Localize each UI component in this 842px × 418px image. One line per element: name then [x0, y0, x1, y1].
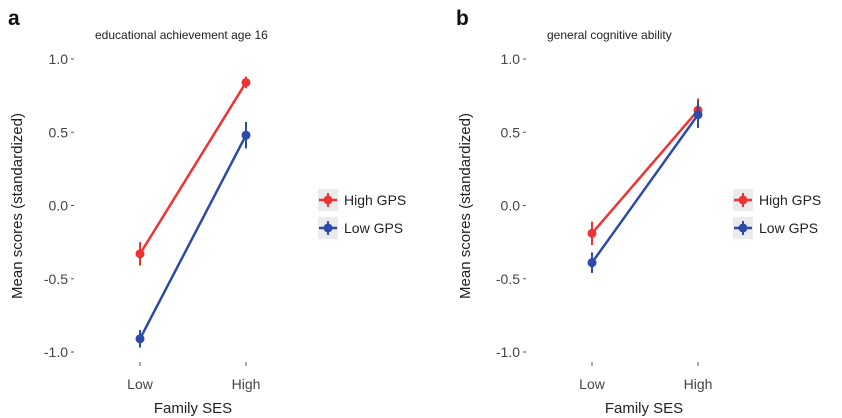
y-tick-label: 1.0: [49, 51, 69, 67]
panel-b-y-axis-title: Mean scores (standardized): [457, 113, 474, 299]
y-tick-label: -1.0: [44, 344, 68, 360]
series-line-low-gps: [590, 113, 700, 264]
legend-label-low-gps: Low GPS: [759, 220, 818, 236]
panel-a-x-axis-title: Family SES: [154, 400, 232, 417]
panel-a: a educational achievement age 16 Mean sc…: [8, 7, 406, 417]
legend-marker-low-gps: [738, 223, 748, 233]
panel-a-plot-area: [135, 76, 251, 348]
panel-b-x-ticks: Low High: [579, 362, 712, 392]
panel-letter-b: b: [456, 7, 469, 30]
x-tick-label: Low: [127, 376, 154, 392]
y-tick-label: 0.0: [501, 198, 521, 214]
legend-label-low-gps: Low GPS: [344, 220, 403, 236]
data-point-low-gps: [587, 258, 597, 268]
panel-b-title: general cognitive ability: [547, 28, 672, 42]
legend-label-high-gps: High GPS: [759, 192, 821, 208]
panel-letter-a: a: [8, 7, 20, 30]
y-tick-label: 1.0: [501, 51, 521, 67]
data-point-high-gps: [241, 77, 251, 87]
legend-marker-high-gps: [323, 195, 333, 205]
y-tick-label: 0.0: [49, 198, 69, 214]
y-tick-label: 0.5: [49, 124, 69, 140]
panel-b-y-ticks: 1.0 0.5 0.0 -0.5 -1.0: [496, 51, 526, 360]
y-tick-label: -1.0: [496, 344, 520, 360]
data-point-high-gps: [587, 228, 597, 238]
data-point-low-gps: [693, 110, 703, 120]
data-point-high-gps: [135, 249, 145, 259]
series-line-high-gps: [138, 81, 248, 255]
panel-a-y-axis-title: Mean scores (standardized): [9, 113, 26, 299]
series-line-high-gps: [591, 109, 699, 235]
panel-a-legend: High GPS Low GPS: [318, 189, 406, 239]
x-tick-label: High: [684, 376, 713, 392]
panel-b: b general cognitive ability Mean scores …: [456, 7, 821, 417]
series-line-low-gps: [138, 134, 248, 340]
x-tick-label: Low: [579, 376, 606, 392]
y-tick-label: -0.5: [44, 271, 68, 287]
panel-b-x-axis-title: Family SES: [605, 400, 683, 417]
y-tick-label: 0.5: [501, 124, 521, 140]
legend-marker-high-gps: [738, 195, 748, 205]
data-point-low-gps: [241, 130, 251, 140]
y-tick-label: -0.5: [496, 271, 520, 287]
panel-a-y-ticks: 1.0 0.5 0.0 -0.5 -1.0: [44, 51, 74, 360]
data-point-low-gps: [135, 334, 145, 344]
x-tick-label: High: [232, 376, 261, 392]
panel-b-plot-area: [587, 98, 703, 273]
legend-label-high-gps: High GPS: [344, 192, 406, 208]
legend-marker-low-gps: [323, 223, 333, 233]
panel-a-x-ticks: Low High: [127, 362, 260, 392]
panel-a-title: educational achievement age 16: [95, 28, 268, 42]
panel-b-legend: High GPS Low GPS: [733, 189, 821, 239]
